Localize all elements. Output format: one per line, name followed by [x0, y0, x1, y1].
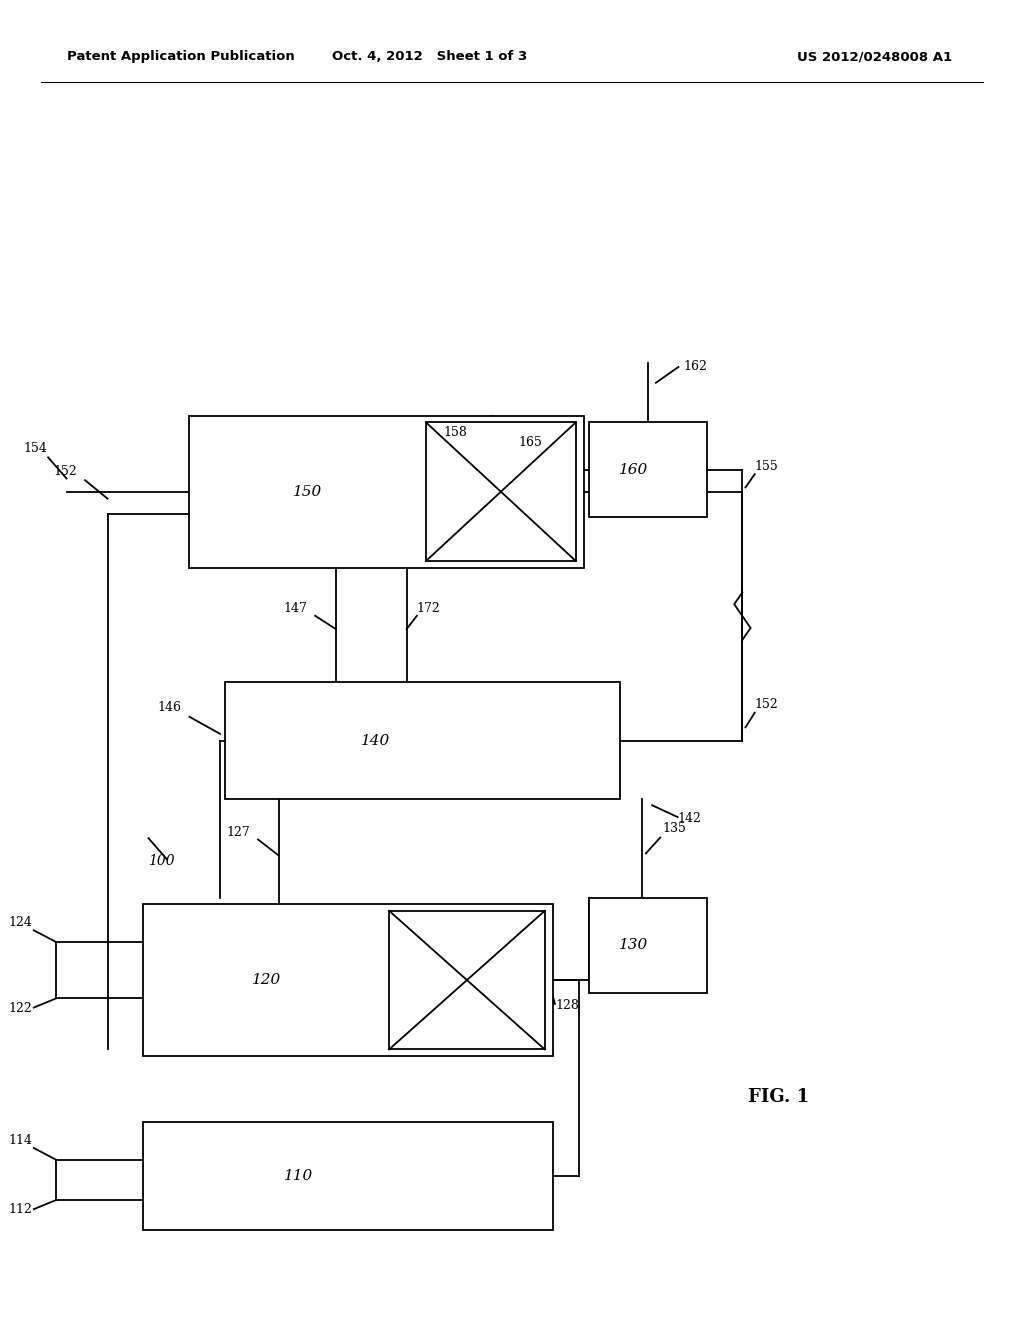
Text: US 2012/0248008 A1: US 2012/0248008 A1	[798, 50, 952, 63]
Bar	[189, 416, 584, 568]
Text: 158: 158	[444, 425, 468, 438]
Text: 128: 128	[555, 999, 579, 1012]
Text: 112: 112	[8, 1203, 33, 1216]
Text: 152: 152	[53, 465, 77, 478]
Text: 124: 124	[8, 916, 33, 929]
Text: 172: 172	[417, 602, 440, 615]
Text: 100: 100	[148, 854, 175, 867]
Text: 127: 127	[226, 825, 250, 838]
Text: 114: 114	[8, 1134, 33, 1147]
Text: 152: 152	[755, 697, 778, 710]
Text: 110: 110	[285, 1170, 313, 1183]
Bar	[389, 911, 545, 1049]
Text: 147: 147	[283, 602, 307, 615]
Bar	[589, 898, 707, 993]
Text: 130: 130	[618, 939, 648, 952]
Bar	[143, 904, 553, 1056]
Text: 146: 146	[158, 701, 181, 714]
Text: 135: 135	[663, 822, 686, 836]
Text: Patent Application Publication: Patent Application Publication	[67, 50, 294, 63]
Text: 154: 154	[24, 442, 48, 455]
Text: 150: 150	[293, 484, 323, 499]
Text: 155: 155	[755, 461, 778, 474]
Bar	[225, 682, 620, 799]
Text: 122: 122	[8, 1002, 33, 1015]
Text: FIG. 1: FIG. 1	[748, 1088, 809, 1106]
Bar	[426, 422, 575, 561]
Text: 120: 120	[252, 973, 281, 987]
Text: 165: 165	[519, 436, 543, 449]
Bar	[143, 1122, 553, 1230]
Text: 142: 142	[678, 812, 701, 825]
Text: Oct. 4, 2012   Sheet 1 of 3: Oct. 4, 2012 Sheet 1 of 3	[333, 50, 527, 63]
Text: 162: 162	[684, 359, 708, 372]
Bar	[589, 422, 707, 517]
Text: 140: 140	[360, 734, 390, 747]
Text: 160: 160	[618, 463, 648, 477]
